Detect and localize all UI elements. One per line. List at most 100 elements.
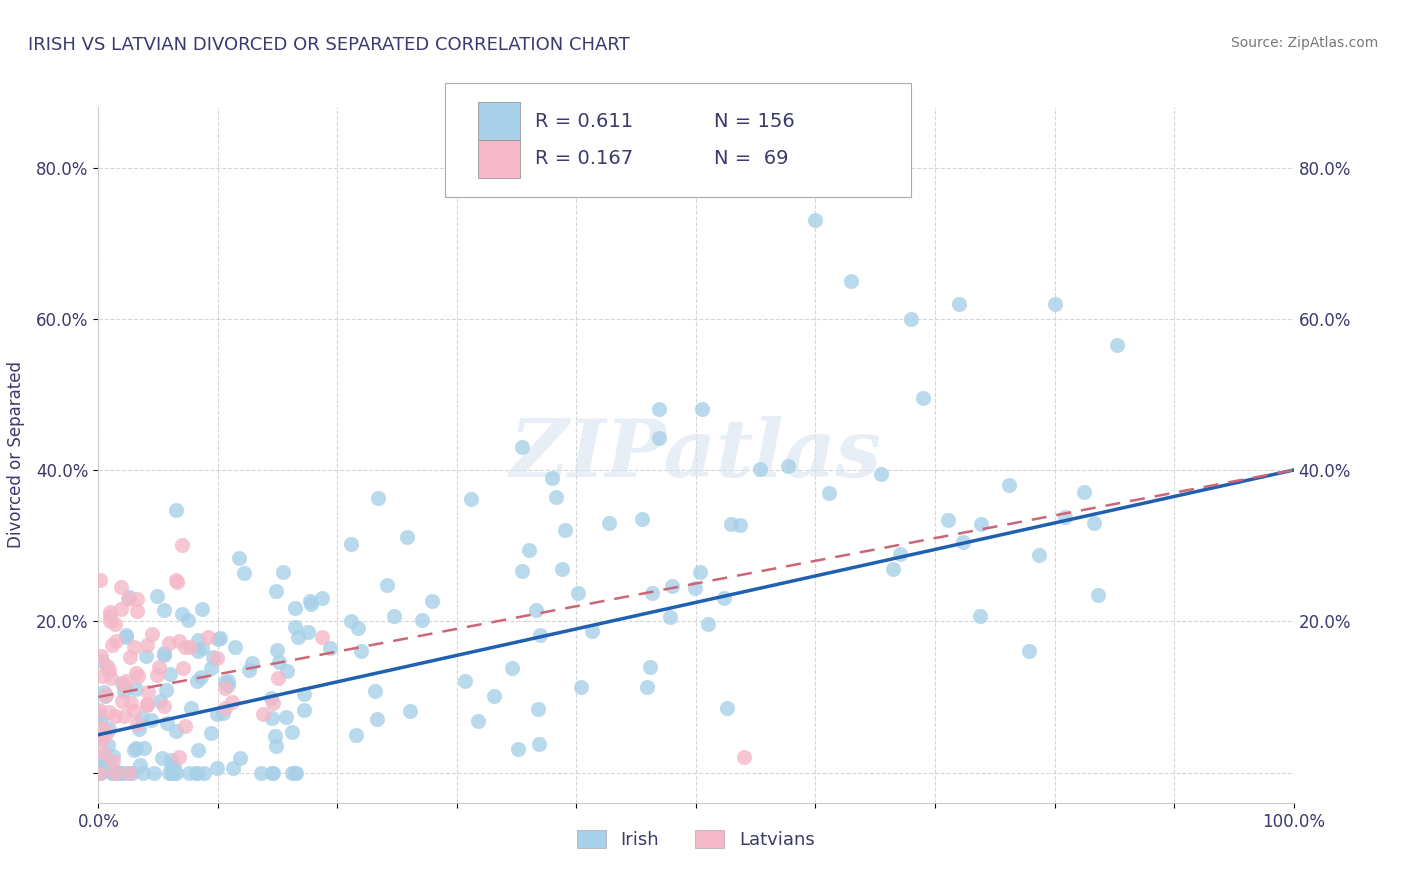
Point — [122, 743, 145, 757]
Point — [889, 548, 911, 562]
Point — [190, 670, 212, 684]
Text: R = 0.611: R = 0.611 — [534, 112, 633, 131]
Point — [283, 765, 305, 780]
Point — [97, 739, 120, 753]
Point — [91, 746, 114, 760]
Point — [157, 765, 180, 780]
Point — [125, 591, 148, 606]
Point — [153, 699, 176, 714]
Point — [262, 696, 284, 710]
Point — [869, 467, 891, 481]
Point — [264, 739, 287, 753]
Point — [110, 580, 132, 594]
Point — [1087, 588, 1109, 602]
Point — [540, 471, 562, 485]
Point — [640, 586, 662, 600]
Point — [101, 765, 124, 780]
Legend: Irish, Latvians: Irish, Latvians — [571, 822, 821, 856]
Point — [640, 660, 662, 674]
Point — [364, 683, 387, 698]
Point — [90, 713, 112, 727]
Point — [233, 566, 256, 581]
Point — [191, 602, 214, 616]
Point — [120, 765, 142, 780]
Point — [135, 648, 157, 663]
Point — [411, 613, 433, 627]
Point — [159, 666, 181, 681]
Point — [260, 710, 283, 724]
Point — [214, 701, 236, 715]
Point — [186, 765, 208, 780]
Point — [87, 731, 110, 746]
Point — [169, 634, 191, 648]
Point — [149, 693, 172, 707]
Point — [136, 698, 159, 712]
Point — [713, 591, 735, 606]
Point — [125, 716, 148, 731]
Point — [733, 750, 755, 764]
Point — [132, 765, 155, 780]
Point — [136, 685, 159, 699]
Point — [382, 608, 405, 623]
Point — [517, 542, 540, 557]
Point — [165, 765, 187, 780]
Point — [344, 728, 367, 742]
Point — [209, 631, 232, 645]
Point — [1073, 485, 1095, 500]
Point — [150, 751, 173, 765]
Point — [112, 678, 135, 692]
Point — [180, 701, 202, 715]
Point — [260, 691, 283, 706]
Point — [728, 517, 751, 532]
Point — [567, 586, 589, 600]
Point — [162, 765, 184, 780]
Point — [297, 625, 319, 640]
Point — [911, 391, 934, 405]
Point — [172, 661, 194, 675]
Point — [287, 631, 309, 645]
Text: N = 156: N = 156 — [714, 112, 794, 131]
Point — [156, 716, 179, 731]
Point — [551, 562, 574, 576]
Point — [395, 530, 418, 544]
Point — [115, 628, 138, 642]
Point — [346, 621, 368, 635]
Point — [1054, 509, 1077, 524]
Point — [569, 680, 592, 694]
Point — [205, 650, 228, 665]
Point — [101, 638, 124, 652]
Point — [94, 688, 117, 702]
Point — [141, 713, 163, 727]
Point — [398, 704, 420, 718]
Point — [581, 624, 603, 638]
Point — [524, 603, 547, 617]
Point — [526, 702, 548, 716]
Point — [1028, 549, 1050, 563]
Point — [101, 748, 124, 763]
Point — [262, 765, 284, 780]
Point — [970, 517, 993, 532]
Point — [187, 644, 209, 658]
Point — [527, 737, 550, 751]
Point — [89, 765, 111, 780]
Point — [420, 593, 443, 607]
Point — [482, 689, 505, 703]
Point — [467, 714, 489, 728]
Point — [207, 632, 229, 647]
Point — [89, 573, 111, 587]
Point — [217, 674, 239, 689]
Point — [170, 538, 193, 552]
Point — [187, 743, 209, 757]
Point — [630, 512, 652, 526]
Y-axis label: Divorced or Separated: Divorced or Separated — [7, 361, 25, 549]
Point — [454, 673, 477, 688]
Point — [689, 566, 711, 580]
Point — [100, 671, 122, 685]
Point — [165, 573, 187, 587]
Text: IRISH VS LATVIAN DIVORCED OR SEPARATED CORRELATION CHART: IRISH VS LATVIAN DIVORCED OR SEPARATED C… — [28, 36, 630, 54]
Point — [98, 722, 121, 736]
Point — [510, 441, 533, 455]
Point — [104, 617, 127, 632]
Point — [146, 667, 169, 681]
Point — [104, 765, 127, 780]
